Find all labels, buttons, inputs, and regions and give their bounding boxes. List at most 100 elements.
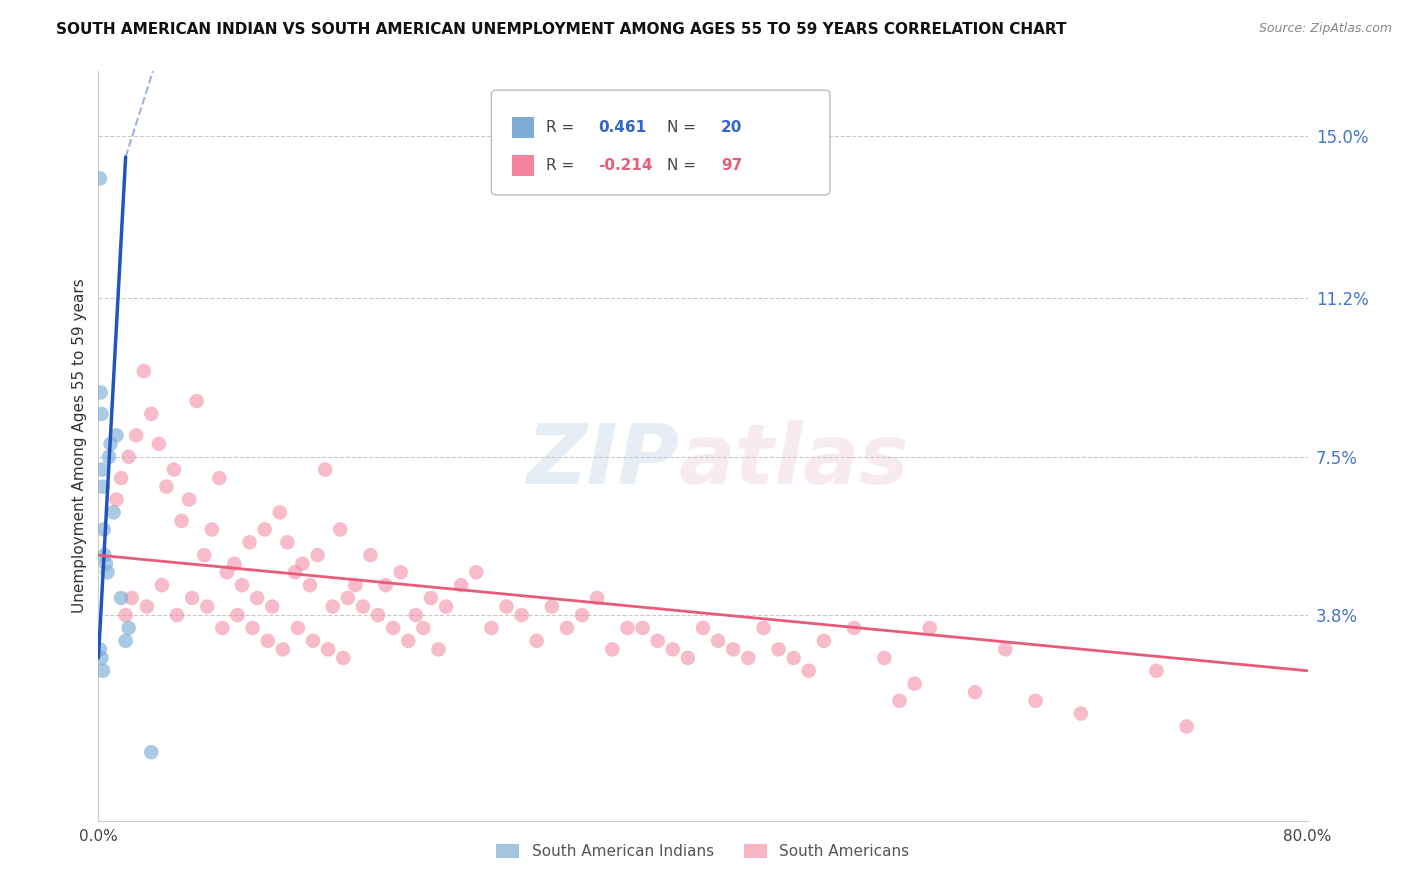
Point (316, 642, 339, 657)
Point (412, 621, 434, 635)
Text: 0.461: 0.461 (598, 120, 645, 135)
Point (211, 621, 233, 635)
Text: 97: 97 (721, 158, 742, 172)
Point (98, 450, 121, 464)
Point (367, 608, 389, 623)
Point (396, 633, 419, 648)
Point (96, 566, 118, 580)
Point (336, 591, 359, 605)
Point (329, 523, 352, 537)
Point (495, 599, 517, 614)
Point (179, 492, 201, 507)
Point (118, 450, 141, 464)
Point (224, 557, 246, 571)
Text: N =: N = (666, 158, 700, 172)
Point (246, 591, 269, 605)
Point (889, 694, 911, 708)
Point (844, 621, 866, 635)
Point (193, 548, 215, 562)
Point (239, 535, 262, 549)
Point (100, 437, 122, 451)
Point (287, 621, 309, 635)
Point (813, 633, 835, 648)
Point (1175, 719, 1198, 733)
Text: Source: ZipAtlas.com: Source: ZipAtlas.com (1258, 22, 1392, 36)
Point (141, 745, 163, 759)
Point (166, 608, 188, 623)
Bar (512, 117, 534, 138)
Point (141, 407, 163, 421)
Point (299, 578, 322, 592)
Point (707, 633, 730, 648)
Point (91, 480, 114, 494)
Point (114, 608, 136, 623)
Point (450, 578, 472, 592)
Point (631, 621, 654, 635)
Point (132, 364, 155, 378)
Point (121, 591, 143, 605)
Point (389, 566, 412, 580)
Point (965, 685, 987, 699)
Point (465, 566, 488, 580)
Point (91, 462, 114, 476)
Point (155, 480, 177, 494)
Point (647, 633, 669, 648)
Point (148, 437, 170, 451)
Point (93, 548, 115, 562)
Text: ZIP: ZIP (526, 420, 679, 501)
Y-axis label: Unemployment Among Ages 55 to 59 years: Unemployment Among Ages 55 to 59 years (72, 278, 87, 614)
Point (103, 505, 125, 519)
Point (555, 621, 578, 635)
Point (271, 642, 294, 657)
Point (1146, 664, 1168, 678)
Point (215, 566, 238, 580)
Point (114, 633, 136, 648)
Point (405, 608, 427, 623)
Point (374, 578, 396, 592)
Point (262, 599, 284, 614)
Point (110, 471, 132, 485)
Point (90, 385, 112, 400)
Point (1070, 706, 1092, 721)
Point (105, 428, 128, 442)
Point (307, 548, 329, 562)
Point (344, 578, 367, 592)
Point (510, 608, 533, 623)
Text: R =: R = (546, 120, 579, 135)
Point (994, 642, 1017, 657)
Point (314, 462, 336, 476)
Point (360, 548, 382, 562)
Point (186, 394, 208, 409)
Point (150, 578, 173, 592)
Legend: South American Indians, South Americans: South American Indians, South Americans (491, 838, 915, 865)
Point (135, 599, 157, 614)
Point (420, 591, 443, 605)
Point (768, 642, 790, 657)
Point (125, 428, 148, 442)
Point (105, 492, 128, 507)
Point (226, 608, 249, 623)
Point (231, 578, 253, 592)
Point (291, 557, 314, 571)
Point (242, 621, 264, 635)
Point (752, 621, 775, 635)
Point (90, 651, 112, 665)
Point (253, 523, 276, 537)
Text: SOUTH AMERICAN INDIAN VS SOUTH AMERICAN UNEMPLOYMENT AMONG AGES 55 TO 59 YEARS C: SOUTH AMERICAN INDIAN VS SOUTH AMERICAN … (56, 22, 1067, 37)
Point (540, 599, 562, 614)
Text: 20: 20 (721, 120, 742, 135)
Point (276, 535, 298, 549)
Point (797, 664, 820, 678)
Point (873, 651, 896, 665)
Point (1024, 694, 1046, 708)
Point (904, 676, 927, 690)
Point (526, 633, 548, 648)
Point (571, 608, 593, 623)
Bar (512, 154, 534, 176)
Point (434, 599, 457, 614)
Point (382, 621, 405, 635)
Point (602, 642, 624, 657)
Point (783, 651, 806, 665)
Point (89, 642, 111, 657)
Point (427, 642, 450, 657)
